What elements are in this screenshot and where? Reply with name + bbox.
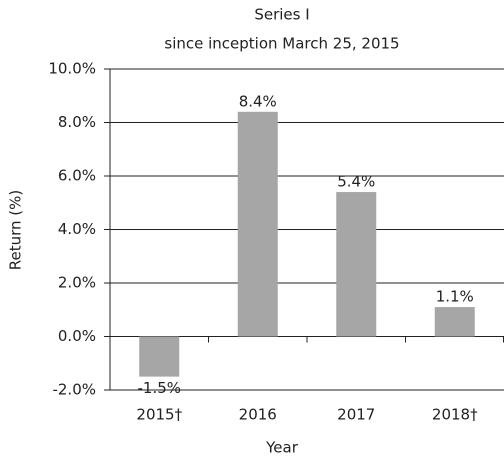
x-tick-label: 2018† [432,406,478,424]
x-axis-label: Year [265,439,299,457]
y-tick-label: 4.0% [58,220,96,238]
y-tick-label: -2.0% [52,381,96,399]
y-tick-label: 8.0% [58,113,96,131]
y-tick-label: 2.0% [58,274,96,292]
bar [139,336,180,377]
chart-title: Series I [254,6,309,24]
bar [336,192,377,337]
bar [434,307,475,337]
y-tick-label: 10.0% [48,60,96,78]
x-tick-label: 2016 [239,406,277,424]
x-tick-label: 2015† [136,406,182,424]
value-label: -1.5% [137,379,181,397]
value-label: 8.4% [239,92,277,110]
bar [237,111,278,337]
value-label: 5.4% [337,173,375,191]
y-axis-label: Return (%) [7,190,25,271]
y-tick-label: 6.0% [58,167,96,185]
value-label: 1.1% [436,288,474,306]
y-tick-label: 0.0% [58,327,96,345]
x-tick-label: 2017 [337,406,375,424]
chart-subtitle: since inception March 25, 2015 [164,35,399,53]
